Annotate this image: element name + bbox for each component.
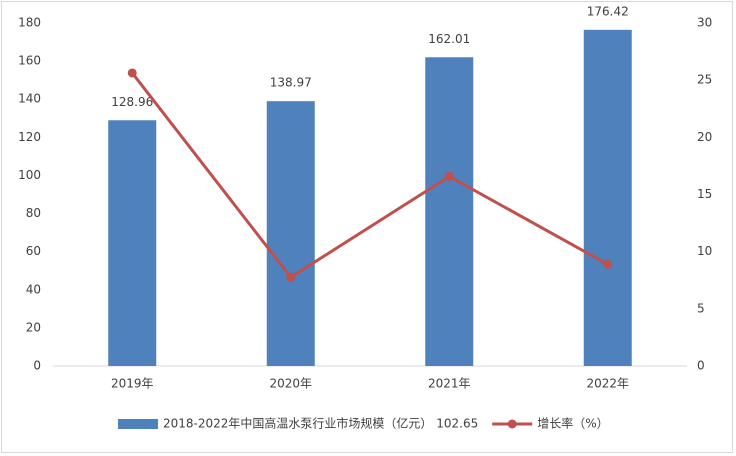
data-label: 162.01 [428, 32, 470, 46]
line-marker [127, 68, 137, 78]
legend-swatch [118, 419, 158, 429]
bar [425, 57, 474, 366]
y-tick-label: 40 [26, 282, 41, 296]
x-tick-label: 2020年 [269, 377, 312, 391]
y-tick-label: 80 [26, 206, 41, 220]
bar [583, 29, 632, 366]
y-tick-label: 100 [18, 168, 41, 182]
y2-tick-label: 20 [697, 130, 712, 144]
y-tick-label: 0 [33, 359, 41, 373]
legend-label: 增长率（%） [537, 416, 608, 431]
x-tick-label: 2021年 [428, 377, 471, 391]
y-tick-label: 160 [18, 54, 41, 68]
x-tick-label: 2022年 [586, 377, 629, 391]
bar [266, 101, 315, 367]
y-tick-label: 140 [18, 92, 41, 106]
data-label: 128.96 [111, 95, 153, 109]
x-tick-label: 2019年 [111, 377, 154, 391]
data-label: 138.97 [270, 76, 312, 90]
y2-tick-label: 5 [697, 301, 705, 315]
y2-tick-label: 30 [697, 16, 712, 30]
line-marker [444, 171, 454, 181]
bar [108, 120, 157, 366]
y-tick-label: 120 [18, 130, 41, 144]
y2-tick-label: 0 [697, 359, 705, 373]
y-tick-label: 20 [26, 320, 41, 334]
line-marker [603, 259, 613, 269]
y-tick-label: 60 [26, 244, 41, 258]
y-tick-label: 180 [18, 16, 41, 30]
legend-label: 2018-2022年中国高温水泵行业市场规模（亿元） 102.65 [163, 416, 478, 431]
line-marker [286, 272, 296, 282]
y2-tick-label: 15 [697, 187, 712, 201]
y2-tick-label: 10 [697, 244, 712, 258]
line [131, 72, 609, 280]
data-label: 176.42 [587, 4, 629, 18]
y2-tick-label: 25 [697, 73, 712, 87]
legend-swatch [507, 419, 517, 429]
